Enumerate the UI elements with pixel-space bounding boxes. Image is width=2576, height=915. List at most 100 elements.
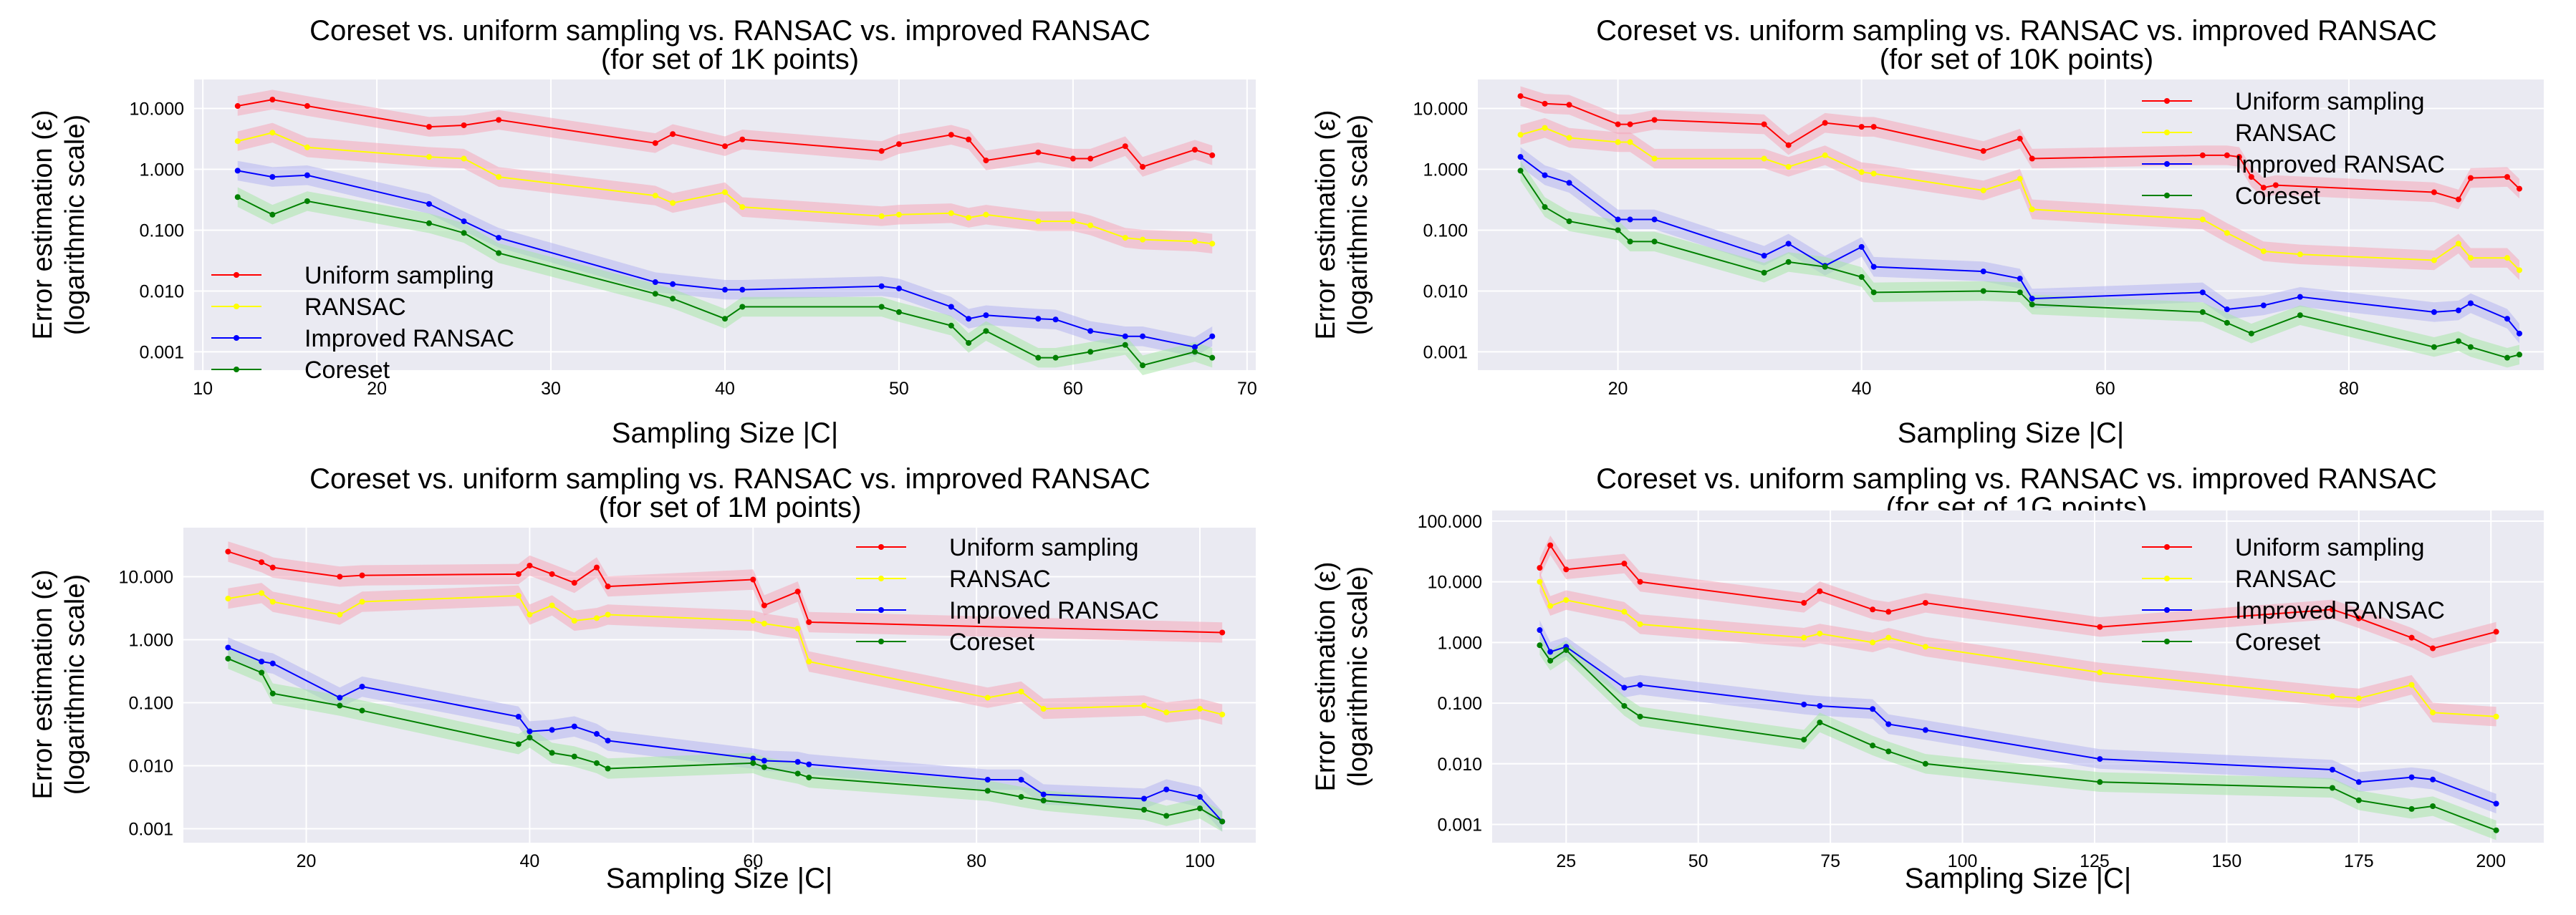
point-coreset (549, 750, 555, 756)
point-coreset (1209, 354, 1216, 361)
point-uniform (2355, 615, 2362, 621)
point-uniform (948, 132, 954, 138)
legend: Uniform sampling RANSAC Improved RANSAC … (2142, 534, 2445, 656)
point-improved (739, 286, 746, 293)
point-uniform (2199, 152, 2206, 158)
point-coreset (1922, 760, 1928, 767)
point-uniform (1885, 609, 1892, 615)
point-uniform (527, 562, 533, 568)
y-tick-label: 1.000 (1437, 633, 1482, 653)
point-coreset (1566, 218, 1572, 225)
point-improved (2431, 309, 2437, 315)
point-uniform (2017, 135, 2023, 142)
point-uniform (2272, 182, 2279, 188)
point-coreset (895, 309, 902, 315)
point-uniform (670, 131, 676, 137)
legend-marker-improved (2164, 161, 2170, 167)
point-improved (2329, 766, 2335, 773)
point-uniform (2097, 624, 2103, 630)
point-coreset (1817, 720, 1823, 726)
point-uniform (1563, 566, 1570, 573)
point-ransac (1785, 163, 1792, 170)
point-uniform (750, 576, 756, 583)
point-uniform (426, 124, 432, 130)
point-ransac (1122, 235, 1128, 241)
point-ransac (2516, 267, 2522, 273)
point-coreset (1785, 258, 1792, 265)
point-improved (1542, 172, 1548, 178)
point-coreset (1870, 742, 1876, 749)
point-ransac (605, 611, 611, 618)
point-ransac (571, 617, 577, 624)
point-improved (1537, 627, 1543, 634)
legend-marker-ransac (2164, 130, 2170, 135)
x-axis-label: Sampling Size |C| (1905, 863, 2131, 894)
legend-label-ransac: RANSAC (2235, 120, 2337, 147)
point-ransac (1018, 688, 1024, 694)
legend-label-improved: Improved RANSAC (2235, 151, 2445, 178)
x-tick-label: 60 (2095, 379, 2115, 399)
point-improved (2455, 307, 2461, 314)
point-ransac (1219, 711, 1226, 717)
point-uniform (225, 548, 231, 555)
legend-label-coreset: Coreset (304, 357, 390, 384)
point-coreset (269, 211, 276, 218)
point-coreset (1885, 748, 1892, 755)
line-coreset (1539, 644, 2496, 831)
confidence-bands (228, 541, 1223, 832)
point-ransac (1140, 236, 1146, 243)
point-coreset (948, 322, 954, 329)
point-ransac (1035, 218, 1042, 225)
y-axis-label-scale: (logarithmic scale) (60, 574, 90, 795)
point-improved (1547, 649, 1554, 655)
point-uniform (966, 136, 972, 142)
confidence-bands (1520, 86, 2519, 368)
point-uniform (1817, 588, 1823, 594)
y-tick-label: 10.000 (119, 567, 173, 587)
line-improved (237, 170, 1213, 348)
x-tick-label: 80 (2339, 379, 2359, 399)
y-tick-label: 0.001 (1423, 342, 1468, 362)
point-ransac (259, 590, 265, 596)
point-coreset (761, 764, 767, 770)
point-coreset (1163, 813, 1170, 819)
point-uniform (1870, 606, 1876, 613)
legend-marker-ransac (878, 576, 884, 581)
point-uniform (269, 97, 276, 103)
legend-marker-improved (234, 335, 239, 341)
point-improved (652, 279, 658, 286)
point-uniform (2408, 634, 2415, 641)
band-improved (1520, 147, 2519, 344)
legend-label-coreset: Coreset (2235, 629, 2321, 656)
point-coreset (2329, 785, 2335, 791)
point-uniform (2504, 174, 2510, 180)
x-axis-label: Sampling Size |C| (606, 863, 832, 894)
point-improved (1163, 786, 1170, 793)
x-tick-label: 50 (1688, 851, 1708, 871)
point-ransac (794, 625, 801, 631)
x-tick-label: 40 (1852, 379, 1872, 399)
legend-entry-coreset: Coreset (2142, 183, 2321, 210)
point-improved (670, 281, 676, 287)
x-tick-label: 20 (297, 851, 317, 871)
point-uniform (496, 117, 502, 123)
legend-marker-uniform (2164, 98, 2170, 104)
legend-marker-coreset (2164, 193, 2170, 198)
point-ransac (1517, 132, 1524, 138)
point-uniform (1517, 93, 1524, 100)
point-ransac (2224, 230, 2230, 236)
point-uniform (878, 147, 885, 154)
point-ransac (269, 599, 276, 605)
point-improved (2516, 330, 2522, 337)
point-ransac (225, 595, 231, 601)
y-axis-label-scale: (logarithmic scale) (60, 115, 90, 335)
point-uniform (2455, 196, 2461, 203)
line-uniform (237, 99, 1213, 168)
legend-label-ransac: RANSAC (949, 566, 1051, 593)
legend-label-uniform: Uniform sampling (2235, 534, 2425, 561)
point-improved (878, 283, 885, 289)
point-coreset (722, 316, 728, 322)
point-ransac (461, 155, 467, 162)
y-tick-label: 10.000 (1428, 573, 1482, 593)
